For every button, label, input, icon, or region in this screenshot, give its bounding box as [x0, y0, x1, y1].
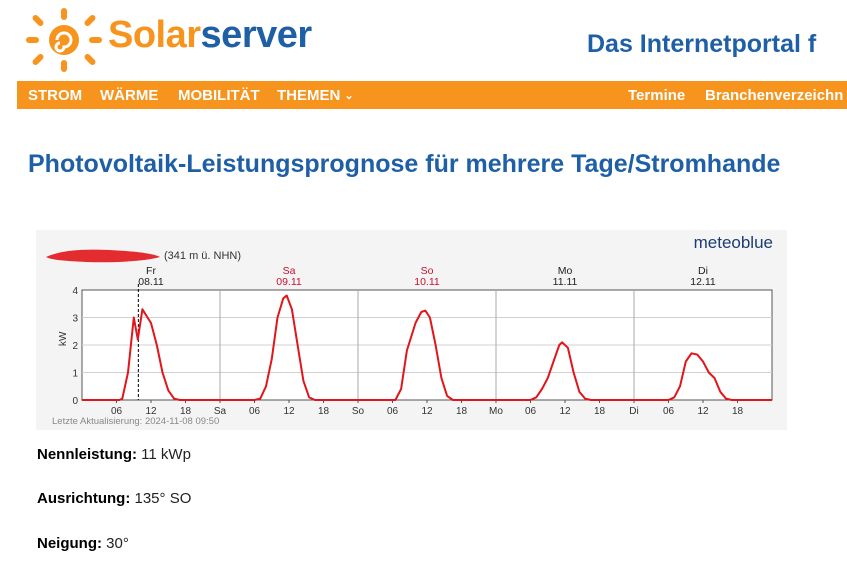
- brand-logo-text[interactable]: Solarserver: [108, 14, 312, 57]
- site-tagline: Das Internetportal f: [587, 30, 817, 58]
- day-name-label: So: [421, 265, 434, 277]
- x-tick-label: Sa: [214, 406, 227, 417]
- nav-item-waerme[interactable]: WÄRME: [100, 87, 159, 104]
- chart-footer: Letzte Aktualisierung: 2024-11-08 09:50: [52, 416, 219, 427]
- x-tick-label: 18: [594, 406, 606, 417]
- chart-location-suffix: (341 m ü. NHN): [164, 250, 241, 262]
- x-tick-label: Di: [629, 406, 638, 417]
- x-tick-label: 06: [111, 406, 123, 417]
- site-header: Solarserver Das Internetportal f: [0, 0, 847, 80]
- page-title: Photovoltaik-Leistungsprognose für mehre…: [28, 150, 781, 178]
- nav-item-mobilitaet[interactable]: MOBILITÄT: [178, 87, 260, 104]
- nav-item-strom[interactable]: STROM: [28, 87, 83, 104]
- x-tick-label: So: [352, 406, 365, 417]
- day-date-label: 08.11: [138, 276, 164, 288]
- detail-value: 135° SO: [134, 490, 192, 507]
- day-name-label: Sa: [283, 265, 296, 277]
- meteoblue-brand[interactable]: meteoblue: [694, 233, 773, 252]
- y-tick-label: 2: [72, 341, 78, 352]
- x-tick-label: 18: [180, 406, 192, 417]
- detail-nennleistung: Nennleistung: 11 kWp: [37, 446, 191, 463]
- x-tick-label: 06: [525, 406, 537, 417]
- detail-label: Neigung:: [37, 535, 102, 552]
- day-name-label: Di: [698, 265, 708, 277]
- x-tick-label: 12: [145, 406, 157, 417]
- x-tick-label: 06: [387, 406, 399, 417]
- chevron-down-icon: ⌄: [344, 90, 354, 102]
- pv-power-series-line: [82, 294, 772, 401]
- detail-neigung: Neigung: 30°: [37, 535, 129, 552]
- x-tick-label: 12: [421, 406, 433, 417]
- sun-logo-icon[interactable]: [26, 8, 102, 72]
- day-date-label: 10.11: [414, 276, 440, 288]
- day-date-label: 09.11: [276, 276, 302, 288]
- detail-ausrichtung: Ausrichtung: 135° SO: [37, 490, 191, 507]
- detail-label: Nennleistung:: [37, 446, 137, 463]
- nav-item-termine[interactable]: Termine: [628, 87, 686, 104]
- nav-item-branchenverzeichnis[interactable]: Branchenverzeichn: [705, 87, 844, 104]
- day-name-label: Mo: [558, 265, 573, 277]
- x-tick-label: 12: [283, 406, 295, 417]
- brand-part-solar: Solar: [108, 14, 201, 56]
- day-date-label: 11.11: [553, 276, 578, 288]
- nav-item-themen-label: THEMEN: [277, 87, 341, 104]
- detail-value: 11 kWp: [141, 446, 191, 463]
- pv-forecast-chart: (341 m ü. NHN) meteoblue kW Letzte Aktua…: [36, 230, 787, 430]
- x-tick-label: 18: [318, 406, 330, 417]
- chart-svg: (341 m ü. NHN) meteoblue kW Letzte Aktua…: [46, 233, 773, 427]
- day-name-label: Fr: [146, 265, 156, 277]
- x-tick-label: 12: [697, 406, 709, 417]
- chart-ylabel: kW: [58, 331, 69, 346]
- y-tick-label: 0: [72, 396, 78, 407]
- x-tick-label: Mo: [489, 406, 503, 417]
- y-tick-label: 4: [72, 286, 78, 297]
- x-tick-label: 06: [249, 406, 261, 417]
- x-tick-label: 18: [456, 406, 468, 417]
- x-tick-label: 06: [663, 406, 675, 417]
- x-tick-label: 12: [559, 406, 571, 417]
- x-tick-label: 18: [732, 406, 744, 417]
- brand-part-server: server: [200, 14, 313, 56]
- detail-label: Ausrichtung:: [37, 490, 131, 507]
- nav-item-themen[interactable]: THEMEN ⌄: [277, 87, 354, 104]
- day-date-label: 12.11: [690, 276, 716, 288]
- detail-value: 30°: [106, 535, 129, 552]
- y-tick-label: 1: [72, 369, 78, 380]
- redacted-location-mark: [46, 249, 160, 263]
- main-navigation: STROM WÄRME MOBILITÄT THEMEN ⌄ Termine Br…: [17, 81, 847, 109]
- y-tick-label: 3: [72, 314, 78, 325]
